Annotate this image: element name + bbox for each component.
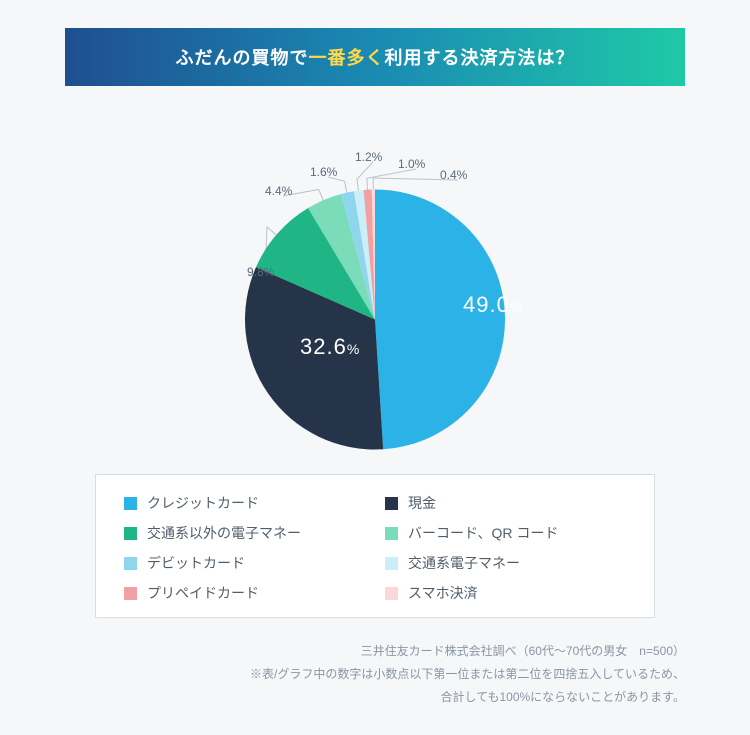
pie-chart: 49.0% 32.6% 9.8% 4.4% 1.6% 1.2% 1.0% 0.4% [65,86,685,466]
legend: クレジットカード 現金交通系以外の電子マネー バーコード、QR コードデビットカード… [95,474,655,618]
title-pre: ふだんの買物で [176,48,309,68]
legend-item: バーコード、QR コード [385,523,626,543]
pie-svg [245,189,505,449]
pie-slice [375,189,505,449]
legend-item: スマホ決済 [385,583,626,603]
legend-item: 現金 [385,493,626,513]
legend-swatch [124,557,137,570]
slice-callout: 1.0% [398,157,425,171]
legend-label: クレジットカード [147,493,259,513]
footnotes: 三井住友カード株式会社調べ（60代〜70代の男女 n=500） ※表/グラフ中の… [65,640,685,708]
legend-swatch [385,557,398,570]
pie-holder [245,189,505,454]
title-em: 一番多く [309,48,385,68]
slice-callout: 1.2% [355,150,382,164]
footnote-line: ※表/グラフ中の数字は小数点以下第一位または第二位を四捨五入しているため、 [65,663,685,686]
legend-label: バーコード、QR コード [408,523,558,543]
slice-value-label: 49.0% [463,292,522,318]
slice-callout: 9.8% [247,265,274,279]
legend-item: デビットカード [124,553,365,573]
legend-label: プリペイドカード [147,583,259,603]
legend-label: 交通系電子マネー [408,553,520,573]
footnote-line: 三井住友カード株式会社調べ（60代〜70代の男女 n=500） [65,640,685,663]
legend-swatch [124,587,137,600]
legend-item: プリペイドカード [124,583,365,603]
legend-swatch [124,497,137,510]
footnote-line: 合計しても100%にならないことがあります。 [65,686,685,709]
legend-item: クレジットカード [124,493,365,513]
legend-swatch [124,527,137,540]
legend-label: デビットカード [147,553,245,573]
legend-label: スマホ決済 [408,583,478,603]
chart-title: ふだんの買物で一番多く利用する決済方法は？ [65,28,685,86]
legend-swatch [385,527,398,540]
legend-item: 交通系電子マネー [385,553,626,573]
legend-label: 現金 [408,493,436,513]
legend-item: 交通系以外の電子マネー [124,523,365,543]
slice-value-label: 32.6% [300,334,359,360]
title-post: 利用する決済方法は？ [385,48,575,68]
slice-callout: 1.6% [310,165,337,179]
slice-callout: 4.4% [265,184,292,198]
legend-swatch [385,497,398,510]
slice-callout: 0.4% [440,168,467,182]
legend-label: 交通系以外の電子マネー [147,523,301,543]
legend-swatch [385,587,398,600]
